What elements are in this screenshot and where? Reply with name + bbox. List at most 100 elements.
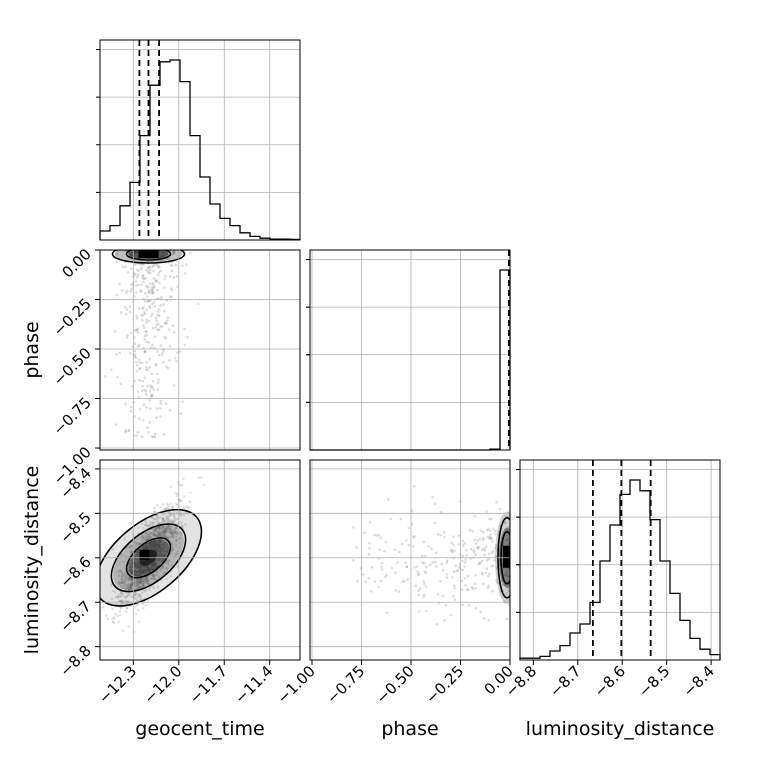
sample-point: [421, 561, 424, 564]
sample-point: [422, 580, 425, 583]
sample-point: [453, 587, 456, 590]
sample-point: [148, 390, 152, 393]
sample-point: [149, 407, 152, 410]
sample-point: [128, 545, 132, 549]
sample-point: [153, 285, 156, 288]
sample-point: [138, 367, 142, 370]
sample-point: [155, 323, 159, 326]
sample-point: [159, 534, 162, 537]
sample-point: [128, 569, 131, 572]
sample-point: [153, 547, 157, 550]
sample-point: [161, 526, 165, 530]
sample-point: [139, 542, 142, 545]
sample-point: [153, 533, 156, 537]
sample-point: [418, 587, 422, 590]
sample-point: [155, 263, 158, 267]
sample-point: [145, 578, 149, 582]
sample-point: [158, 545, 162, 548]
sample-point: [128, 310, 132, 314]
sample-point: [138, 568, 142, 571]
sample-point: [457, 542, 461, 546]
sample-point: [362, 573, 365, 576]
sample-point: [453, 584, 456, 588]
sample-point: [127, 585, 131, 588]
sample-point: [175, 552, 179, 555]
sample-point: [145, 268, 148, 272]
sample-point: [157, 526, 161, 529]
sample-point: [461, 603, 465, 607]
sample-point: [167, 559, 171, 562]
sample-point: [146, 565, 149, 569]
sample-point: [144, 329, 148, 333]
sample-point: [179, 412, 182, 415]
sample-point: [153, 506, 156, 510]
sample-point: [120, 599, 124, 603]
sample-point: [412, 485, 416, 488]
sample-point: [450, 548, 454, 552]
sample-point: [128, 576, 131, 580]
sample-point: [158, 538, 161, 542]
sample-point: [117, 593, 120, 597]
sample-point: [133, 415, 137, 418]
sample-point: [163, 274, 167, 278]
sample-point: [138, 570, 141, 574]
sample-point: [417, 572, 420, 576]
sample-point: [151, 531, 155, 534]
sample-point: [144, 568, 148, 572]
sample-point: [135, 543, 138, 547]
sample-point: [500, 579, 504, 582]
sample-point: [148, 398, 151, 402]
sample-point: [145, 565, 149, 568]
sample-point: [114, 612, 117, 616]
sample-point: [146, 567, 149, 570]
sample-point: [166, 548, 170, 552]
sample-point: [136, 603, 140, 607]
sample-point: [158, 407, 162, 410]
sample-point: [126, 271, 130, 274]
sample-point: [463, 561, 467, 564]
sample-point: [160, 535, 163, 538]
sample-point: [171, 521, 175, 524]
sample-point: [124, 575, 128, 578]
sample-point: [116, 595, 119, 599]
sample-point: [134, 564, 138, 568]
sample-point: [146, 567, 150, 570]
sample-point: [162, 557, 165, 561]
sample-point: [121, 265, 125, 269]
sample-point: [125, 602, 128, 605]
sample-point: [435, 622, 439, 626]
sample-point: [143, 338, 146, 341]
sample-point: [146, 533, 150, 537]
sample-point: [136, 331, 140, 334]
sample-point: [113, 590, 117, 594]
sample-point: [130, 570, 134, 573]
sample-point: [160, 549, 163, 552]
sample-point: [405, 565, 408, 568]
sample-point: [144, 565, 148, 569]
sample-point: [157, 314, 161, 318]
sample-point: [145, 576, 148, 580]
sample-point: [154, 363, 158, 367]
sample-point: [422, 593, 426, 597]
sample-point: [112, 621, 116, 624]
sample-point: [156, 530, 160, 534]
sample-point: [480, 548, 484, 552]
sample-point: [124, 313, 128, 316]
sample-point: [140, 265, 143, 269]
sample-point: [182, 505, 186, 509]
sample-point: [121, 580, 124, 584]
sample-point: [434, 551, 438, 555]
sample-point: [145, 546, 149, 550]
sample-point: [129, 290, 133, 293]
sample-point: [423, 582, 426, 586]
sample-point: [137, 554, 141, 557]
sample-point: [142, 565, 146, 569]
sample-point: [116, 595, 120, 599]
sample-point: [431, 495, 434, 499]
sample-point: [161, 259, 164, 262]
sample-point: [167, 525, 170, 528]
sample-point: [155, 407, 159, 410]
sample-point: [161, 530, 165, 534]
sample-point: [507, 568, 510, 571]
sample-point: [174, 263, 178, 267]
